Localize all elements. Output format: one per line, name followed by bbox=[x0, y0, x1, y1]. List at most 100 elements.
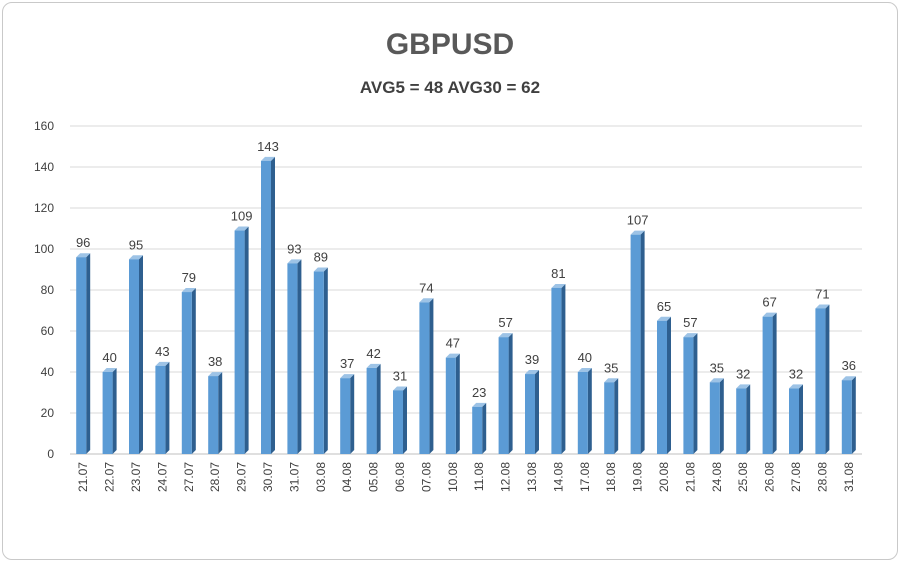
bar-top bbox=[155, 361, 170, 366]
bar-side bbox=[825, 304, 830, 454]
bar-front bbox=[657, 320, 667, 454]
bar-side bbox=[297, 259, 302, 454]
bar-top bbox=[181, 288, 196, 293]
y-tick-label: 120 bbox=[34, 201, 54, 215]
x-tick-label: 27.07 bbox=[182, 462, 196, 492]
bar-top bbox=[551, 283, 566, 288]
bar bbox=[393, 386, 407, 454]
bar bbox=[604, 378, 619, 454]
data-label: 65 bbox=[657, 299, 671, 314]
bar bbox=[234, 226, 249, 454]
bar bbox=[577, 368, 592, 454]
bar-front bbox=[577, 372, 588, 454]
x-tick-label: 20.08 bbox=[657, 462, 671, 492]
data-label: 71 bbox=[815, 286, 829, 301]
bar-side bbox=[112, 368, 117, 454]
y-tick-label: 60 bbox=[41, 324, 55, 338]
x-tick-label: 18.08 bbox=[604, 462, 618, 492]
x-tick-label: 10.08 bbox=[446, 462, 460, 492]
bar bbox=[102, 368, 117, 454]
data-label: 57 bbox=[683, 315, 697, 330]
y-tick-label: 100 bbox=[34, 242, 54, 256]
bar-top bbox=[313, 267, 328, 272]
bar-side bbox=[139, 255, 143, 454]
bar-front bbox=[525, 374, 535, 454]
x-axis: 21.07 22.07 23.07 24.07 27.07 28.07 29.07 30.07… bbox=[76, 462, 856, 492]
bar-front bbox=[208, 376, 219, 454]
data-label: 40 bbox=[578, 350, 592, 365]
bar-top bbox=[419, 298, 434, 303]
bar bbox=[366, 363, 381, 454]
data-label: 79 bbox=[182, 270, 196, 285]
data-label: 43 bbox=[155, 344, 169, 359]
bar-side bbox=[455, 353, 460, 454]
bar-side bbox=[667, 316, 671, 454]
bar-front bbox=[551, 287, 562, 454]
bar-top bbox=[630, 230, 645, 235]
bar-front bbox=[841, 380, 852, 454]
data-label: 143 bbox=[257, 139, 279, 154]
bar-top bbox=[102, 368, 117, 372]
bar bbox=[445, 353, 460, 454]
x-tick-label: 11.08 bbox=[472, 462, 486, 491]
bar bbox=[683, 333, 698, 454]
bar-top bbox=[657, 316, 671, 321]
bar-side bbox=[851, 376, 856, 454]
bar-front bbox=[445, 357, 456, 454]
bar bbox=[129, 255, 143, 454]
data-labels: 96 40 95 43 79 38 109 143 93 89 37 42 31 74 47 23 57 39 81… bbox=[76, 139, 856, 400]
bar-side bbox=[165, 361, 170, 454]
data-label: 57 bbox=[498, 315, 512, 330]
y-tick-label: 0 bbox=[47, 447, 54, 461]
bar bbox=[630, 230, 645, 454]
x-tick-label: 28.08 bbox=[815, 462, 829, 492]
bar bbox=[208, 372, 223, 454]
bar-front bbox=[181, 292, 192, 454]
bar-top bbox=[841, 376, 856, 381]
bar-top bbox=[76, 253, 91, 258]
bar-side bbox=[719, 378, 724, 454]
bar-top bbox=[525, 370, 539, 375]
data-label: 81 bbox=[551, 266, 565, 281]
y-tick-label: 40 bbox=[41, 365, 55, 379]
x-tick-label: 12.08 bbox=[499, 462, 513, 492]
bar-front bbox=[313, 271, 324, 454]
bar-side bbox=[429, 298, 434, 454]
x-tick-label: 21.08 bbox=[683, 462, 697, 492]
bar-front bbox=[366, 367, 377, 454]
bar-top bbox=[234, 226, 249, 231]
bar-top bbox=[208, 372, 223, 377]
data-label: 31 bbox=[393, 368, 407, 383]
x-tick-label: 25.08 bbox=[736, 462, 750, 492]
bar bbox=[762, 312, 777, 454]
bar-front bbox=[340, 378, 351, 454]
x-tick-label: 06.08 bbox=[393, 462, 407, 492]
data-label: 36 bbox=[842, 358, 856, 373]
x-tick-label: 21.07 bbox=[76, 462, 90, 492]
data-label: 95 bbox=[129, 237, 143, 252]
bar bbox=[155, 361, 170, 454]
bar-front bbox=[789, 388, 799, 454]
bar-side bbox=[561, 283, 566, 454]
bar-front bbox=[630, 234, 641, 454]
bar-side bbox=[350, 374, 355, 454]
x-tick-label: 31.08 bbox=[842, 462, 856, 492]
y-axis: 0 20 40 60 80 100 120 140 160 bbox=[34, 119, 54, 461]
bar-top bbox=[287, 259, 302, 264]
bar-front bbox=[261, 160, 271, 454]
bar-front bbox=[102, 372, 113, 454]
x-tick-label: 14.08 bbox=[551, 462, 565, 492]
bar-side bbox=[244, 226, 249, 454]
bar bbox=[815, 304, 830, 454]
bar-front bbox=[155, 365, 166, 454]
bar bbox=[551, 283, 566, 454]
bar bbox=[789, 384, 803, 454]
x-tick-label: 05.08 bbox=[367, 462, 381, 492]
y-tick-label: 80 bbox=[41, 283, 55, 297]
bar-side bbox=[772, 312, 777, 454]
x-tick-label: 17.08 bbox=[578, 462, 592, 492]
bar-front bbox=[129, 259, 139, 454]
bar-top bbox=[762, 312, 777, 317]
chart-title: GBPUSD bbox=[385, 28, 515, 61]
x-tick-label: 31.07 bbox=[287, 462, 301, 492]
